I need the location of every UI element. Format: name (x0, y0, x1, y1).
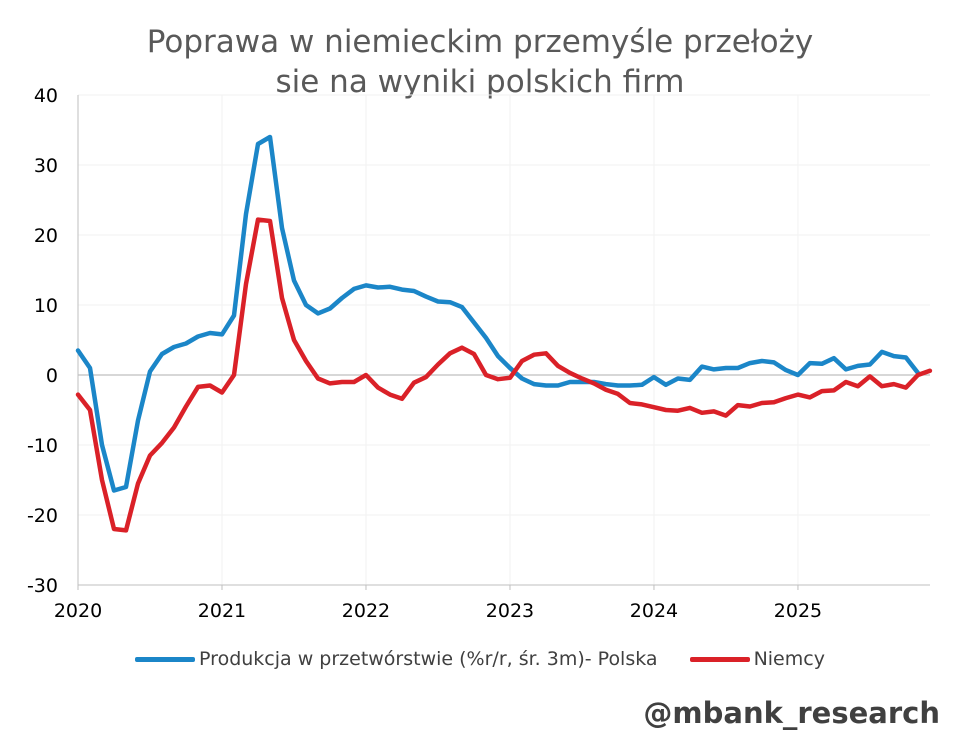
chart-title-line-1: Poprawa w niemieckim przemyśle przełoży (146, 24, 814, 60)
y-tick-label: 20 (34, 225, 58, 247)
grid-layer (77, 94, 930, 586)
x-tick-label: 2021 (198, 600, 246, 622)
legend-swatch-germany (689, 656, 750, 662)
axis-layer (77, 95, 930, 590)
y-tick-label: -20 (27, 505, 58, 527)
y-tick-label: -10 (27, 435, 58, 457)
tick-labels: -30 -20 -10 0 10 20 30 40 2020 2021 2022 2023 2024 20… (27, 85, 822, 622)
y-tick-label: -30 (27, 575, 58, 597)
x-tick-label: 2024 (630, 600, 678, 622)
y-tick-label: 40 (34, 85, 58, 107)
watermark: @mbank_research (643, 696, 940, 730)
chart-title-line-2: sie na wyniki polskich firm (275, 64, 685, 100)
series-line-germany (75, 217, 933, 533)
legend-item-poland: Produkcja w przetwórstwie (%r/r, śr. 3m)… (135, 648, 658, 670)
x-tick-label: 2022 (342, 600, 390, 622)
x-tick-label: 2025 (774, 600, 822, 622)
x-tick-label: 2023 (486, 600, 534, 622)
legend-item-germany: Niemcy (689, 648, 825, 670)
series-layer (75, 134, 933, 533)
legend-label-germany: Niemcy (753, 648, 825, 670)
y-tick-label: 0 (46, 365, 58, 387)
y-tick-label: 30 (34, 155, 58, 177)
legend-label-poland: Produkcja w przetwórstwie (%r/r, śr. 3m)… (199, 648, 658, 670)
y-tick-label: 10 (34, 295, 58, 317)
legend-swatch-poland (135, 656, 196, 662)
series-line-poland (75, 134, 921, 493)
chart-title: Poprawa w niemieckim przemyśle przełoży … (0, 22, 960, 102)
legend: Produkcja w przetwórstwie (%r/r, śr. 3m)… (0, 648, 960, 670)
x-tick-label: 2020 (54, 600, 102, 622)
